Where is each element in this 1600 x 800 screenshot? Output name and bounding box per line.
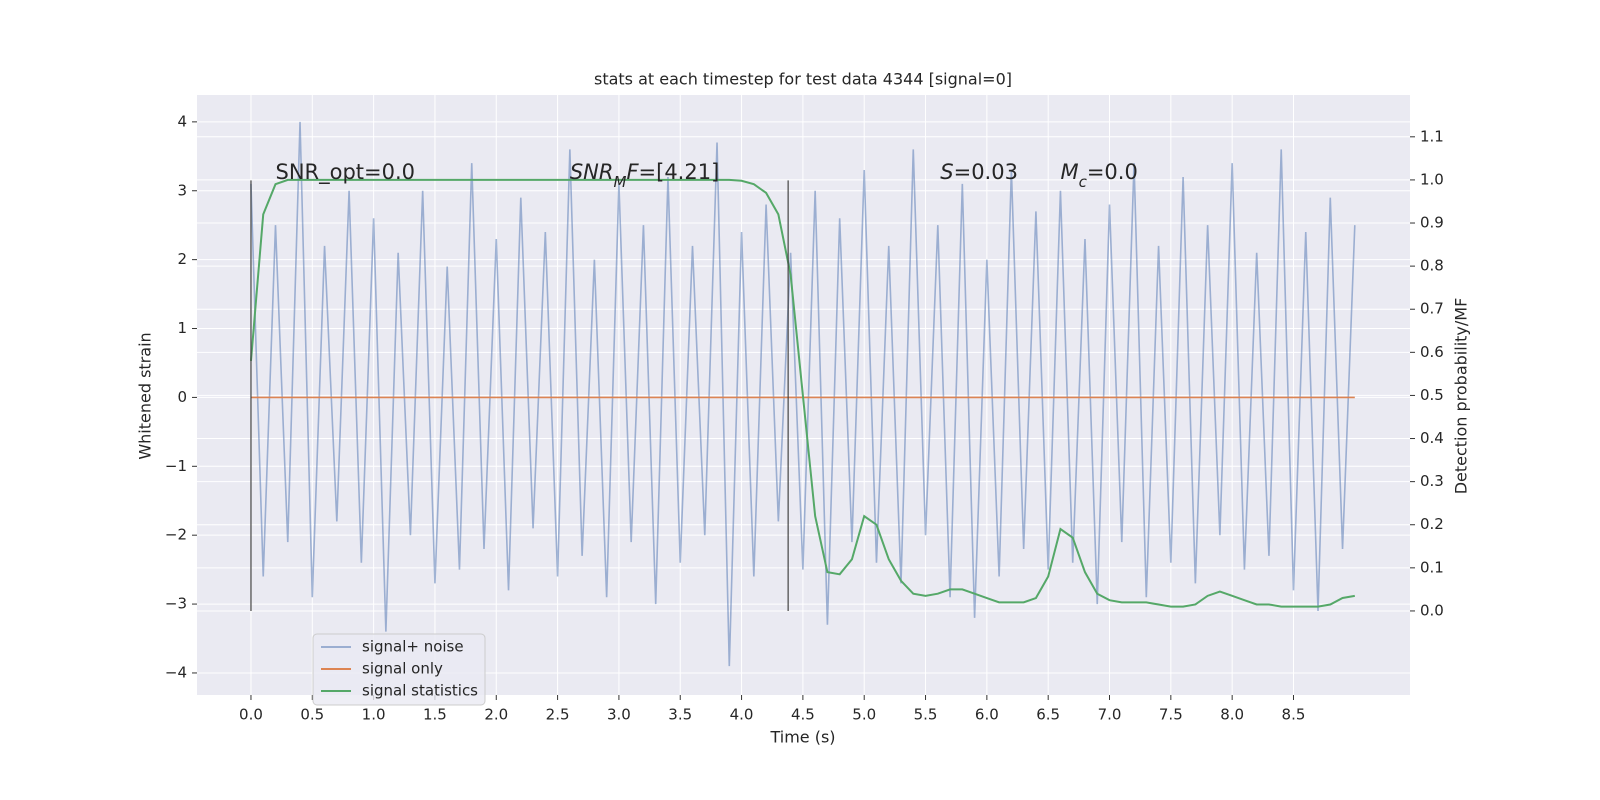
y-tick-label: −4 bbox=[165, 663, 187, 681]
y-tick-label: 2 bbox=[177, 250, 187, 268]
y-tick-label: 4 bbox=[177, 112, 187, 130]
y2-tick-label: 0.0 bbox=[1420, 601, 1444, 619]
y-tick-label: −2 bbox=[165, 526, 187, 544]
annotation-part: F bbox=[626, 160, 639, 184]
annotation-part: S bbox=[940, 160, 953, 184]
x-axis-label: Time (s) bbox=[769, 728, 835, 747]
y2-tick-label: 0.5 bbox=[1420, 386, 1444, 404]
y-tick-label: 1 bbox=[177, 319, 187, 337]
x-tick-label: 2.5 bbox=[546, 706, 570, 724]
chart-title: stats at each timestep for test data 434… bbox=[594, 70, 1012, 89]
x-tick-label: 6.0 bbox=[975, 706, 999, 724]
x-tick-label: 8.0 bbox=[1220, 706, 1244, 724]
annotation: Mc=0.0 bbox=[1060, 160, 1137, 191]
y2-tick-label: 0.3 bbox=[1420, 472, 1444, 490]
annotation-part: SNR bbox=[570, 160, 614, 184]
y2-tick-label: 0.8 bbox=[1420, 257, 1444, 275]
series-line bbox=[250, 121, 1356, 667]
y2-axis-label: Detection probability/MF bbox=[1452, 298, 1471, 495]
x-tick-label: 1.0 bbox=[362, 706, 386, 724]
legend-label: signal+ noise bbox=[362, 638, 464, 656]
annotation-part: SNR_opt=0.0 bbox=[275, 160, 415, 185]
y2-tick-label: 0.9 bbox=[1420, 214, 1444, 232]
y2-tick-label: 0.6 bbox=[1420, 343, 1444, 361]
legend-label: signal only bbox=[362, 660, 443, 678]
series-line bbox=[249, 178, 1355, 608]
x-tick-label: 5.0 bbox=[852, 706, 876, 724]
annotation: SNR_opt=0.0 bbox=[275, 160, 415, 185]
x-tick-label: 0.0 bbox=[239, 706, 263, 724]
x-tick-label: 5.5 bbox=[914, 706, 938, 724]
annotation: SNRMF=[4.21] bbox=[570, 160, 719, 191]
x-tick-label: 3.0 bbox=[607, 706, 631, 724]
x-tick-label: 4.5 bbox=[791, 706, 815, 724]
y2-tick-label: 0.2 bbox=[1420, 515, 1444, 533]
annotation-part: =[4.21] bbox=[639, 160, 720, 184]
x-tick-label: 3.5 bbox=[668, 706, 692, 724]
x-tick-label: 7.0 bbox=[1098, 706, 1122, 724]
y2-tick-label: 1.0 bbox=[1420, 170, 1444, 188]
annotation-part: =0.0 bbox=[1087, 160, 1138, 184]
y-tick-label: −1 bbox=[165, 457, 187, 475]
annotation-part: =0.03 bbox=[954, 160, 1018, 184]
annotation-part: M bbox=[1060, 160, 1078, 184]
x-tick-label: 4.0 bbox=[730, 706, 754, 724]
y-axis-label: Whitened strain bbox=[136, 332, 155, 459]
x-tick-label: 6.5 bbox=[1036, 706, 1060, 724]
y2-tick-label: 0.1 bbox=[1420, 558, 1444, 576]
x-tick-label: 1.5 bbox=[423, 706, 447, 724]
annotation-part: c bbox=[1079, 172, 1088, 190]
y-tick-label: 0 bbox=[177, 388, 187, 406]
y-tick-label: 3 bbox=[177, 181, 187, 199]
legend-box bbox=[312, 633, 486, 706]
x-tick-label: 8.5 bbox=[1282, 706, 1306, 724]
x-tick-label: 2.0 bbox=[484, 706, 508, 724]
annotation-part: M bbox=[613, 172, 626, 190]
legend: signal+ noise signal only signal statistic… bbox=[312, 633, 486, 706]
x-tick-label: 0.5 bbox=[300, 706, 324, 724]
legend-label: signal statistics bbox=[362, 682, 478, 700]
x-tick-label: 7.5 bbox=[1159, 706, 1183, 724]
y-tick-label: −3 bbox=[165, 595, 187, 613]
y2-tick-label: 0.4 bbox=[1420, 429, 1444, 447]
annotation: S=0.03 bbox=[940, 160, 1018, 184]
y2-tick-label: 0.7 bbox=[1420, 300, 1444, 318]
y2-tick-label: 1.1 bbox=[1420, 127, 1444, 145]
